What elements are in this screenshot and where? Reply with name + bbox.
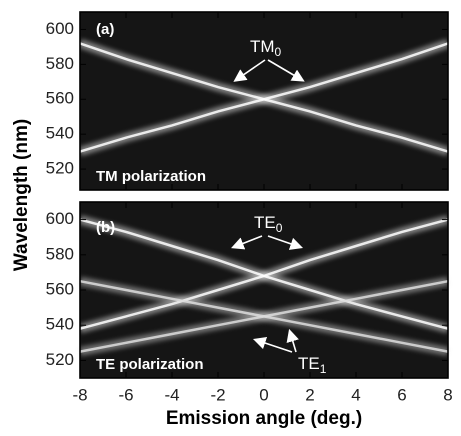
arrow — [286, 328, 299, 353]
annotations: (a) TM polarization TM0 (b) TE polarizat… — [96, 21, 327, 376]
arrow — [252, 336, 293, 353]
y-tick-label: 600 — [46, 19, 74, 38]
arrow — [267, 235, 304, 250]
mode-label: TE1 — [298, 354, 327, 376]
arrow — [233, 59, 266, 82]
mode-label: TM0 — [250, 37, 282, 59]
x-tick-label: -8 — [72, 385, 87, 404]
mode-band — [79, 279, 449, 353]
annotation: TM polarization — [96, 168, 206, 185]
x-tick-label: 2 — [305, 385, 314, 404]
mode-band — [79, 42, 449, 153]
x-tick-label: -4 — [164, 385, 179, 404]
arrow — [231, 235, 263, 250]
mode-text: TE — [254, 213, 276, 232]
y-tick-label: 520 — [46, 159, 74, 178]
panel-label: (b) — [96, 219, 115, 236]
y-tick-label: 600 — [46, 209, 74, 228]
y-tick-label: 560 — [46, 279, 74, 298]
annotation: TE polarization — [96, 356, 204, 373]
x-tick-label: 6 — [397, 385, 406, 404]
arrow — [267, 59, 305, 82]
mode-sub: 0 — [276, 221, 283, 235]
y-tick-label: 580 — [46, 244, 74, 263]
mode-label: TE0 — [254, 213, 283, 235]
y-tick-label: 560 — [46, 89, 74, 108]
x-tick-label: 4 — [351, 385, 360, 404]
y-axis-label: Wavelength (nm) — [11, 119, 32, 271]
mode-text: TE — [298, 354, 320, 373]
y-tick-label: 520 — [46, 350, 74, 369]
y-tick-label: 540 — [46, 124, 74, 143]
x-tick-label: 0 — [259, 385, 268, 404]
panel-label: (a) — [96, 21, 114, 38]
y-tick-label: 540 — [46, 315, 74, 334]
x-axis-label: Emission angle (deg.) — [166, 408, 362, 429]
mode-sub: 0 — [275, 45, 282, 59]
y-tick-label: 580 — [46, 54, 74, 73]
x-tick-label: -6 — [118, 385, 133, 404]
x-tick-label: -2 — [210, 385, 225, 404]
mode-sub: 1 — [320, 362, 327, 376]
mode-band — [79, 218, 449, 330]
mode-text: TM — [250, 37, 275, 56]
x-tick-label: 8 — [443, 385, 452, 404]
